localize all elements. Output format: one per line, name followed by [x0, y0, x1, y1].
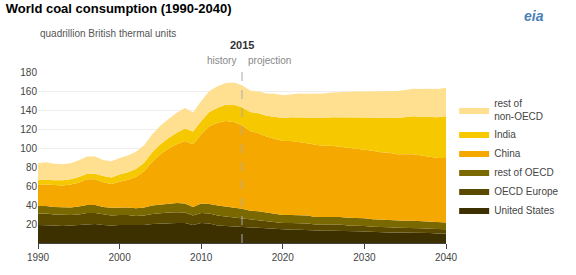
svg-text:projection: projection — [248, 55, 291, 66]
svg-text:India: India — [494, 129, 516, 140]
svg-text:World coal consumption (1990-2: World coal consumption (1990-2040) — [6, 1, 232, 16]
svg-text:100: 100 — [20, 143, 37, 154]
svg-text:20: 20 — [26, 219, 38, 230]
svg-text:160: 160 — [20, 86, 37, 97]
svg-text:60: 60 — [26, 181, 38, 192]
svg-text:quadrillion British thermal un: quadrillion British thermal units — [40, 28, 176, 39]
svg-text:OECD Europe: OECD Europe — [494, 186, 558, 197]
svg-text:1990: 1990 — [27, 252, 50, 263]
svg-text:40: 40 — [26, 200, 38, 211]
svg-text:2010: 2010 — [190, 252, 213, 263]
svg-text:China: China — [494, 148, 521, 159]
svg-text:2020: 2020 — [272, 252, 295, 263]
svg-text:2015: 2015 — [230, 39, 254, 51]
svg-text:140: 140 — [20, 105, 37, 116]
svg-text:rest of OECD: rest of OECD — [494, 167, 553, 178]
svg-text:2040: 2040 — [435, 252, 458, 263]
svg-text:120: 120 — [20, 124, 37, 135]
svg-text:2030: 2030 — [353, 252, 376, 263]
svg-text:eia: eia — [524, 8, 544, 24]
svg-text:80: 80 — [26, 162, 38, 173]
svg-text:180: 180 — [20, 67, 37, 78]
svg-text:rest ofnon-OECD: rest ofnon-OECD — [494, 98, 543, 122]
svg-text:2000: 2000 — [108, 252, 131, 263]
svg-text:United States: United States — [494, 205, 554, 216]
svg-text:history: history — [207, 55, 236, 66]
